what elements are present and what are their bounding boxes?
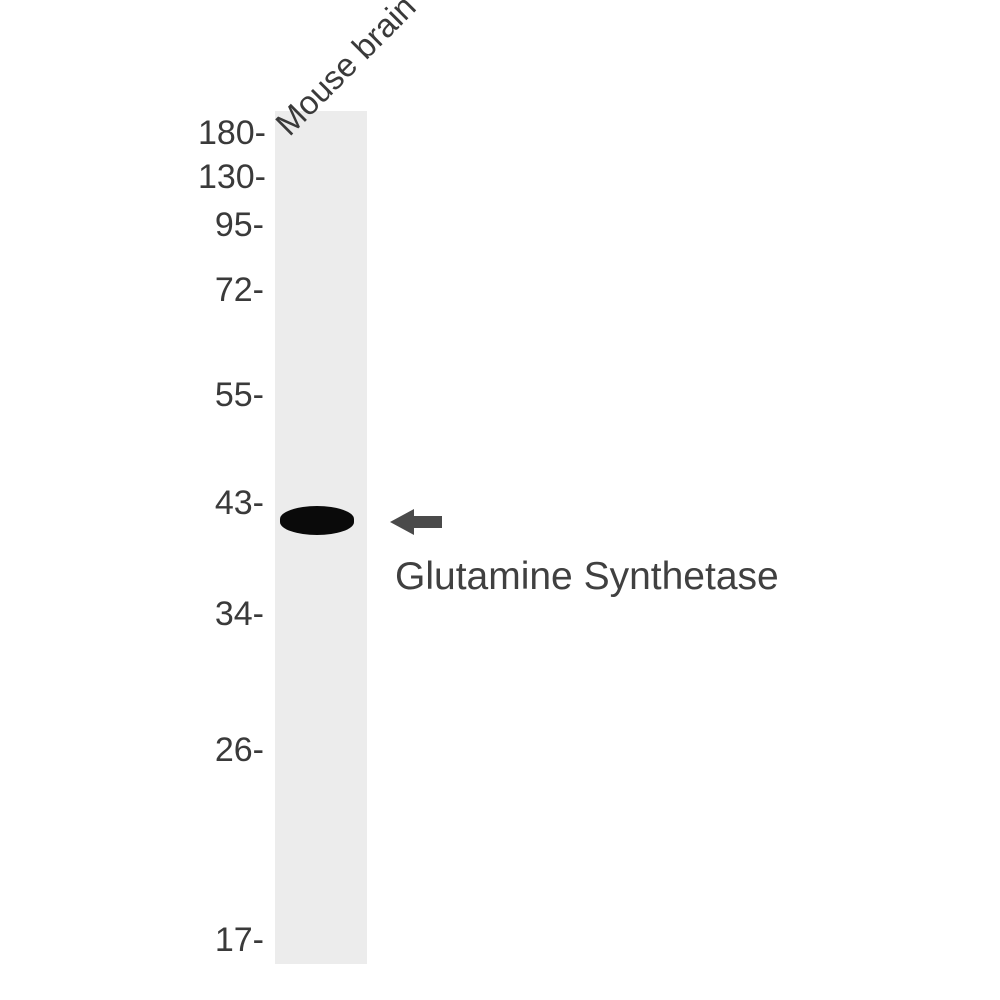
mw-marker: 95- <box>0 206 264 245</box>
mw-marker: 34- <box>0 595 264 634</box>
band-label: Glutamine Synthetase <box>395 555 779 599</box>
mw-marker: 55- <box>0 376 264 415</box>
protein-band <box>280 506 354 535</box>
mw-marker: 180- <box>0 114 266 153</box>
mw-marker: 17- <box>0 921 264 960</box>
mw-marker: 72- <box>0 271 264 310</box>
mw-marker: 130- <box>0 158 266 197</box>
western-blot-figure: Mouse brain 180-130-95-72-55-43-34-26-17… <box>0 0 1000 1000</box>
arrow-icon <box>390 507 442 537</box>
blot-lane <box>275 111 367 964</box>
mw-marker: 26- <box>0 731 264 770</box>
mw-marker: 43- <box>0 484 264 523</box>
